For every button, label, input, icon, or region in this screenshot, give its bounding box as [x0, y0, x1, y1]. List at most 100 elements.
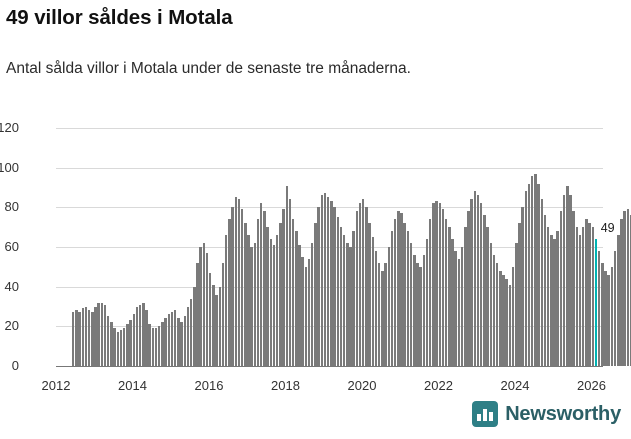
bar — [626, 209, 630, 366]
bar — [215, 294, 218, 366]
bar — [291, 219, 295, 366]
bar — [486, 227, 489, 366]
gridline — [56, 247, 603, 248]
bar — [228, 219, 231, 366]
bar — [403, 223, 406, 366]
bar — [349, 247, 352, 366]
bar — [505, 278, 508, 366]
bar — [381, 270, 384, 366]
bar — [339, 227, 343, 366]
bar — [158, 326, 161, 366]
bar — [390, 231, 394, 366]
bar — [566, 185, 569, 366]
bar — [333, 207, 336, 366]
bar — [298, 245, 301, 366]
bar — [499, 270, 502, 366]
bar — [237, 199, 241, 366]
bar — [116, 332, 120, 366]
bar — [253, 243, 257, 366]
bar — [438, 203, 441, 366]
y-tick-label: 0 — [11, 358, 19, 373]
bar — [199, 247, 202, 366]
bar — [534, 173, 537, 366]
bar — [422, 254, 426, 366]
bar — [151, 328, 155, 366]
bar — [511, 266, 515, 366]
newsworthy-logo: Newsworthy — [472, 401, 621, 427]
bar — [78, 312, 81, 366]
bar — [384, 262, 387, 366]
logo-bars-icon — [472, 401, 499, 427]
bar — [393, 219, 397, 366]
bar — [107, 316, 110, 366]
bar — [470, 199, 473, 366]
bar — [464, 227, 467, 366]
bar — [103, 304, 107, 366]
bar — [377, 262, 381, 366]
bar — [601, 262, 604, 366]
bar — [193, 286, 196, 366]
bar — [279, 223, 282, 366]
bar — [189, 298, 193, 366]
bar — [355, 211, 359, 366]
y-tick-label: 40 — [4, 278, 19, 294]
bar — [285, 185, 288, 366]
bar — [209, 272, 212, 366]
bar — [546, 227, 550, 366]
bar — [260, 203, 263, 366]
y-tick-label: 80 — [4, 199, 19, 215]
bar — [288, 199, 292, 366]
x-axis-ticks: 2012 2014 2016 2018 2020 2022 2024 2026 — [42, 374, 606, 398]
bar — [540, 199, 543, 366]
bar — [479, 203, 483, 366]
bar — [425, 239, 429, 366]
bar — [94, 306, 97, 366]
bar — [400, 213, 403, 366]
x-tick-label: 2022 — [424, 378, 453, 393]
bar — [416, 262, 419, 366]
bar — [591, 227, 594, 366]
bar — [119, 330, 123, 366]
bar — [524, 191, 528, 366]
bar — [581, 227, 585, 366]
bar — [527, 183, 531, 366]
bar — [428, 219, 432, 366]
bar — [221, 262, 225, 366]
bar — [406, 231, 410, 366]
bar — [304, 266, 308, 366]
bar — [346, 243, 349, 366]
bar — [607, 274, 610, 366]
bar — [154, 328, 158, 366]
bar — [336, 217, 339, 366]
bar — [142, 302, 145, 366]
bar — [196, 262, 199, 366]
x-tick-label: 2026 — [577, 378, 606, 393]
bar — [419, 266, 422, 366]
bar — [266, 227, 269, 366]
bar — [502, 274, 505, 366]
bar — [476, 195, 480, 366]
y-tick-label: 60 — [4, 239, 19, 254]
x-tick-label: 2024 — [500, 378, 530, 393]
bar — [352, 231, 355, 366]
bar-series — [56, 128, 631, 366]
bar — [508, 284, 512, 366]
bar — [110, 322, 113, 366]
bar — [467, 211, 470, 366]
bar — [604, 270, 607, 366]
bar — [240, 209, 244, 366]
x-tick-label: 2016 — [194, 378, 224, 393]
bar — [173, 310, 177, 366]
last-value-label: 49 — [600, 221, 615, 236]
bar — [444, 219, 448, 366]
bar — [100, 302, 104, 366]
gridline — [56, 128, 603, 129]
bar — [167, 314, 171, 366]
bar — [562, 195, 566, 366]
bar — [585, 219, 588, 366]
x-tick-label: 2020 — [347, 378, 377, 393]
bar — [473, 191, 477, 366]
bar — [122, 328, 126, 366]
bar — [164, 318, 167, 366]
